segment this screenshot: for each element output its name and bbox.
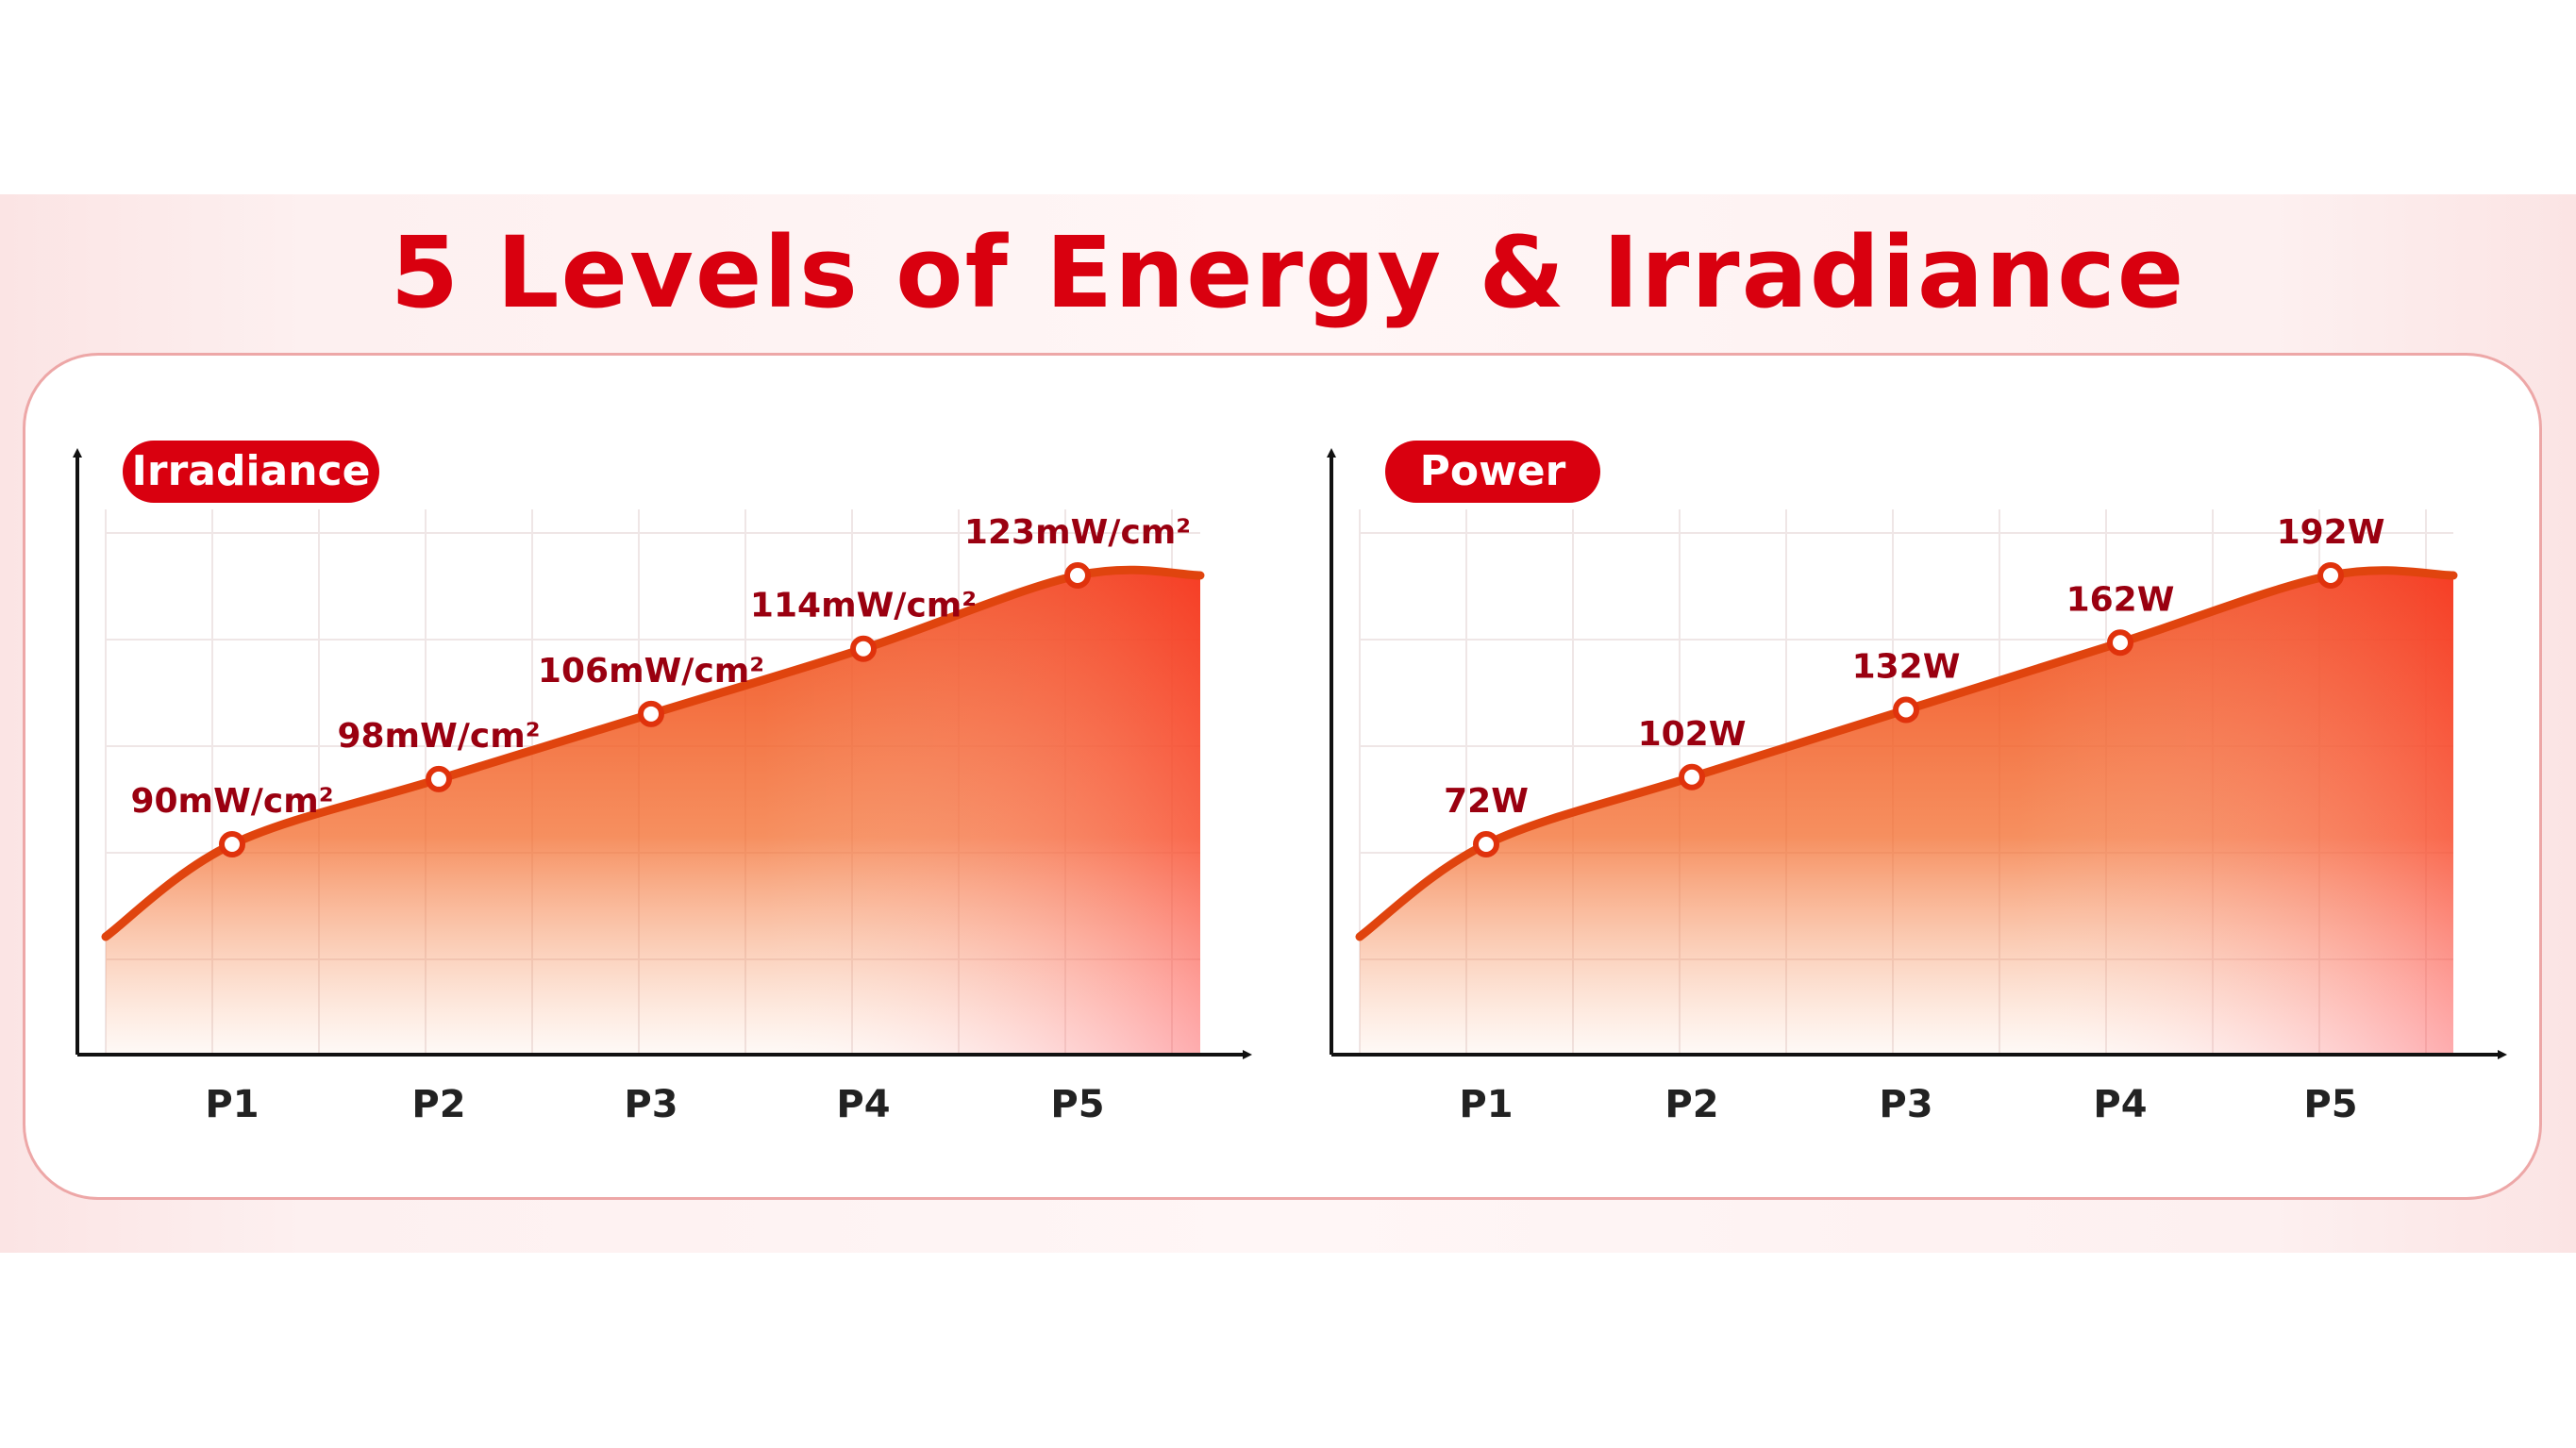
irradiance-area-shade	[106, 570, 1200, 1055]
power-chart-title: Power	[1385, 441, 1600, 503]
power-point-p1	[1473, 831, 1499, 857]
page-title: 5 Levels of Energy & Irradiance	[390, 215, 2186, 330]
irradiance-point-p4	[850, 635, 877, 662]
power-point-p3	[1893, 696, 1919, 724]
irradiance-point-p3	[638, 700, 664, 727]
irradiance-tick-p4: P4	[836, 1083, 890, 1126]
power-data-label-p2: 102W	[1638, 715, 1747, 754]
power-tick-p3: P3	[1879, 1083, 1932, 1126]
power-tick-p2: P2	[1664, 1083, 1718, 1126]
power-point-p4	[2107, 629, 2133, 657]
power-tick-p1: P1	[1459, 1083, 1513, 1126]
irradiance-chart-title: Irradiance	[123, 441, 379, 503]
power-data-label-p1: 72W	[1444, 782, 1529, 821]
irradiance-tick-p3: P3	[624, 1083, 677, 1126]
irradiance-point-p2	[426, 765, 452, 792]
irradiance-data-label-p3: 106mW/cm²	[538, 652, 764, 691]
power-data-label-p4: 162W	[2066, 580, 2175, 619]
irradiance-data-label-p2: 98mW/cm²	[337, 717, 540, 756]
irradiance-tick-p1: P1	[205, 1083, 259, 1126]
power-tick-p5: P5	[2303, 1083, 2357, 1126]
power-data-label-p5: 192W	[2277, 513, 2385, 552]
irradiance-data-label-p5: 123mW/cm²	[964, 513, 1191, 552]
power-area-shade	[1360, 570, 2453, 1055]
irradiance-point-p5	[1064, 562, 1091, 589]
irradiance-data-label-p1: 90mW/cm²	[130, 782, 333, 821]
power-point-p2	[1679, 763, 1705, 791]
irradiance-tick-p2: P2	[411, 1083, 465, 1126]
power-tick-p4: P4	[2093, 1083, 2147, 1126]
irradiance-tick-p5: P5	[1050, 1083, 1104, 1126]
power-point-p5	[2317, 562, 2344, 589]
irradiance-point-p1	[219, 831, 245, 857]
power-data-label-p3: 132W	[1852, 648, 1961, 687]
irradiance-data-label-p4: 114mW/cm²	[750, 587, 977, 625]
